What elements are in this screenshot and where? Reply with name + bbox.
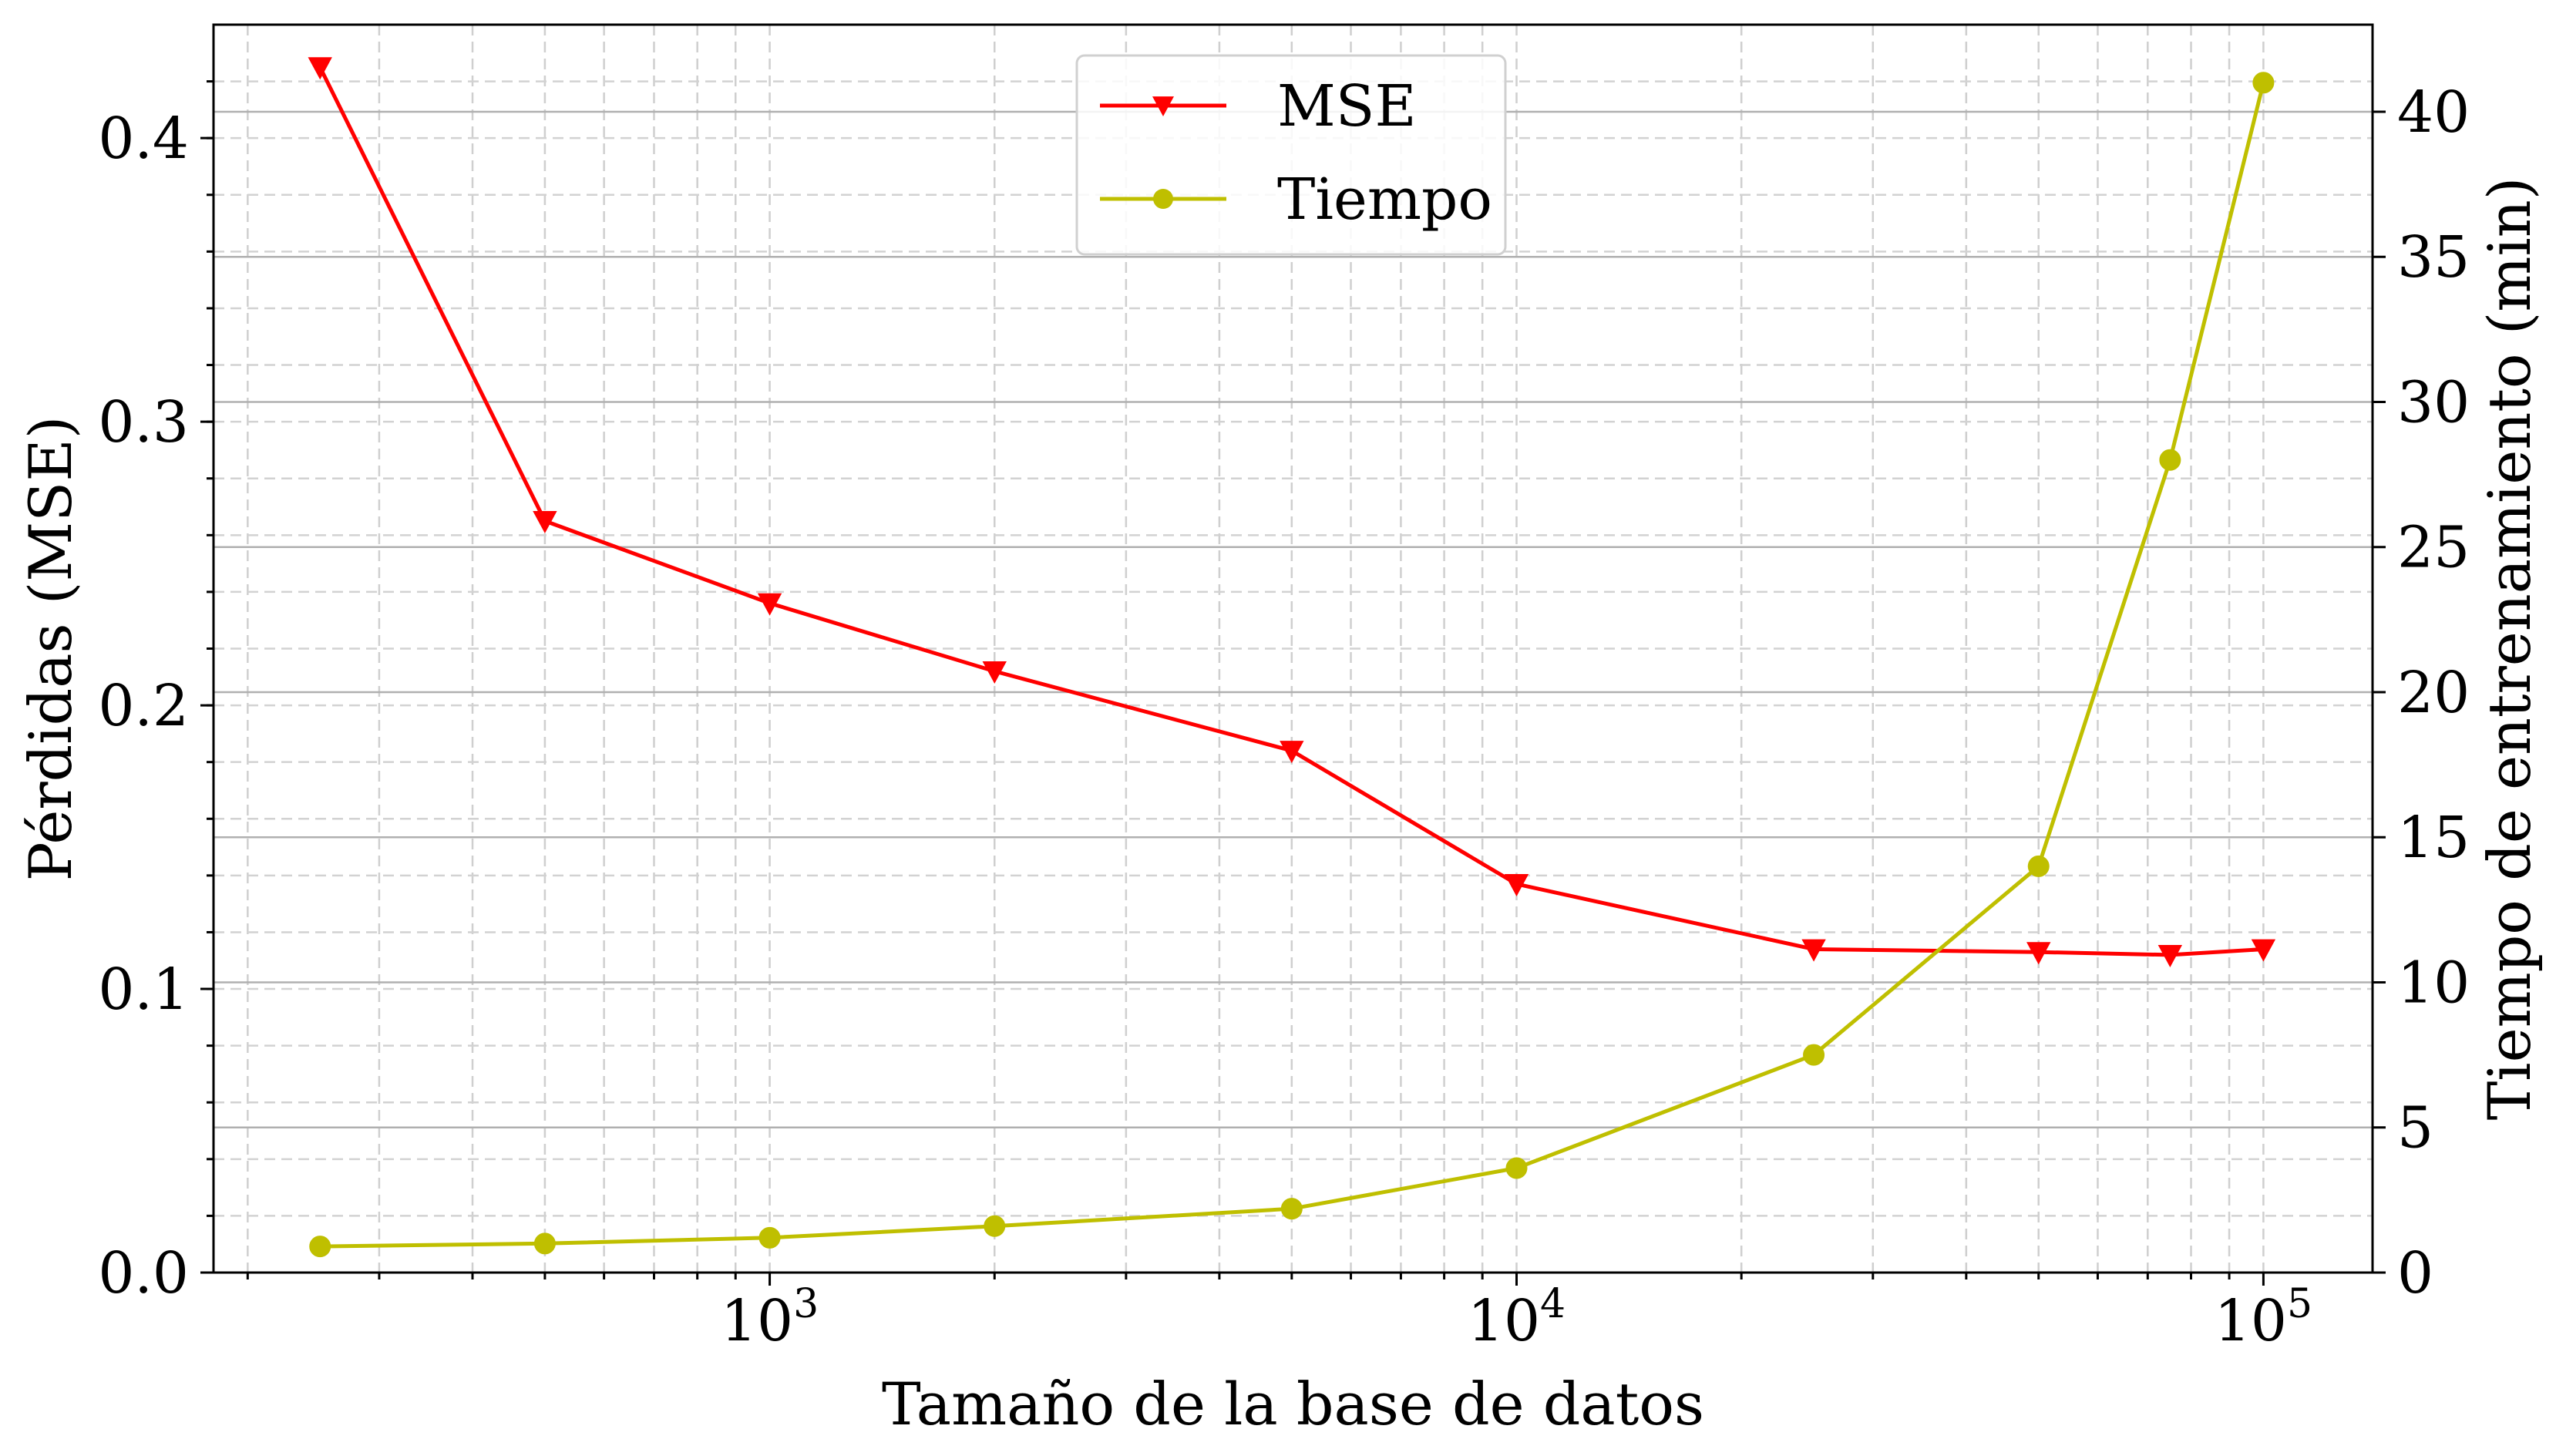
y-right-tick-label: 15 xyxy=(2397,805,2470,871)
y-right-tick-label: 30 xyxy=(2397,369,2470,435)
y-left-tick-label: 0.0 xyxy=(98,1240,189,1306)
y-left-tick-label: 0.1 xyxy=(98,957,189,1023)
data-point-tiempo xyxy=(2027,855,2050,877)
data-point-tiempo xyxy=(1505,1157,1528,1179)
x-axis-title: Tamaño de la base de datos xyxy=(882,1370,1704,1438)
y-right-tick-label: 35 xyxy=(2397,224,2470,291)
y-right-tick-label: 40 xyxy=(2397,79,2470,146)
series-line-mse xyxy=(318,66,2264,957)
plot-series xyxy=(308,57,2276,1258)
y-right-tick-label: 20 xyxy=(2397,660,2470,726)
y-right-tick-label: 5 xyxy=(2397,1095,2433,1162)
data-point-mse xyxy=(1280,741,1304,764)
y-left-tick-label: 0.3 xyxy=(98,389,189,456)
data-point-tiempo xyxy=(309,1236,331,1258)
axes: 103 104 105 0.0 0.1 0.2 0.3 0.4 0 5 10 15 20 25 30 35 40… xyxy=(16,23,2544,1438)
data-point-mse xyxy=(2157,944,2183,967)
y-left-axis-title: Pérdidas (MSE) xyxy=(16,416,85,882)
data-point-tiempo xyxy=(2159,449,2181,471)
data-point-tiempo xyxy=(533,1232,556,1255)
data-point-mse xyxy=(2026,942,2051,965)
data-point-tiempo xyxy=(1280,1198,1303,1220)
data-point-mse xyxy=(533,511,557,534)
legend-marker xyxy=(1153,189,1173,209)
y-right-tick-label: 0 xyxy=(2397,1240,2433,1306)
x-tick-label: 105 xyxy=(2215,1281,2312,1354)
legend-label: MSE xyxy=(1277,73,1416,140)
data-point-tiempo xyxy=(2252,72,2275,94)
grid xyxy=(214,25,2373,1273)
y-left-tick-label: 0.2 xyxy=(98,673,189,739)
x-tick-label: 104 xyxy=(1468,1281,1566,1354)
y-right-tick-label: 10 xyxy=(2397,950,2470,1016)
data-point-tiempo xyxy=(1803,1044,1825,1066)
x-tick-label: 103 xyxy=(721,1281,819,1354)
data-point-tiempo xyxy=(758,1226,781,1249)
data-point-mse xyxy=(757,593,782,616)
legend: MSE Tiempo xyxy=(1075,54,1507,256)
legend-marker xyxy=(1152,96,1174,116)
data-point-mse xyxy=(982,661,1007,684)
data-point-mse xyxy=(308,57,332,80)
data-point-mse xyxy=(1801,939,1826,962)
y-left-tick-label: 0.4 xyxy=(98,106,189,172)
data-point-mse xyxy=(1504,874,1529,897)
y-right-tick-label: 25 xyxy=(2397,515,2470,581)
data-point-tiempo xyxy=(984,1215,1006,1237)
data-point-mse xyxy=(2251,939,2276,962)
y-right-axis-title: Tiempo de entrenamiento (min) xyxy=(2475,177,2544,1121)
legend-label: Tiempo xyxy=(1277,166,1492,233)
series-line-tiempo xyxy=(320,82,2265,1249)
